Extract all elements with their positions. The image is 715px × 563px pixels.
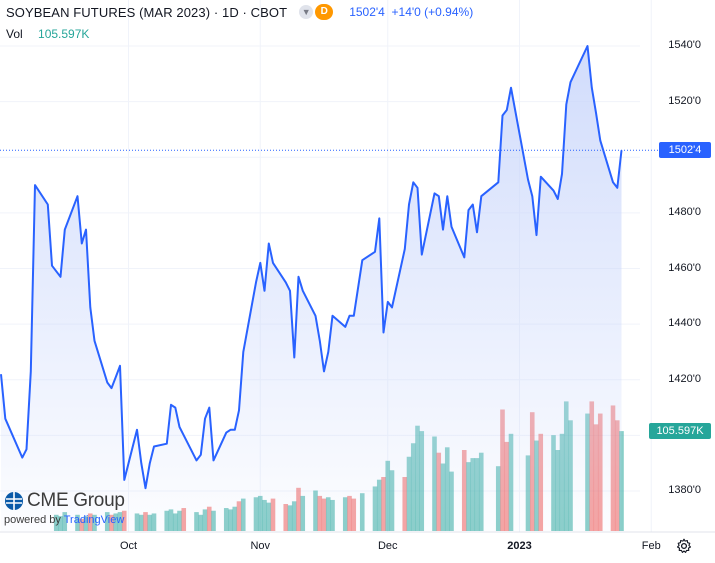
market-status-badge: D: [315, 4, 334, 20]
time-axis-tick-label: Feb: [641, 540, 661, 552]
volume-value: 105.597K: [38, 27, 90, 41]
time-axis-tick-label: Dec: [377, 540, 398, 552]
chart-header: SOYBEAN FUTURES (MAR 2023) · 1D · CBOT ▼…: [6, 4, 473, 20]
price-area: [1, 46, 622, 531]
time-axis-tick-label: 2023: [507, 540, 532, 552]
last-price-label: 1502'4: [659, 142, 711, 159]
price-axis-tick-label: 1480'0: [668, 205, 701, 218]
globe-icon: [5, 492, 23, 510]
chevron-down-icon[interactable]: ▼: [299, 5, 314, 19]
time-axis-tick-label: Nov: [250, 540, 271, 552]
powered-by-text[interactable]: powered by TradingView: [4, 514, 124, 526]
price-axis-tick-label: 1520'0: [668, 94, 701, 107]
powered-prefix: powered by: [4, 514, 64, 526]
price-series-line: [0, 45, 623, 490]
tradingview-brand: TradingView: [63, 514, 125, 526]
last-volume-label: 105.597K: [649, 423, 711, 440]
cme-group-logo: CME Group: [4, 490, 125, 512]
price-axis-tick-label: 1460'0: [668, 261, 701, 274]
logo-brand: CME Group: [27, 490, 125, 511]
volume-label: Vol: [6, 27, 23, 41]
price-axis-tick-label: 1380'0: [668, 484, 701, 496]
price-axis-tick-label: 1440'0: [668, 317, 701, 330]
price-axis-tick-label: 1540'0: [668, 39, 701, 51]
price-axis-tick-label: 1420'0: [668, 372, 701, 385]
time-axis-tick-label: Oct: [119, 540, 138, 552]
price-change-readout: 1502'4 +14'0 (+0.94%): [349, 5, 474, 19]
symbol-title[interactable]: SOYBEAN FUTURES (MAR 2023) · 1D · CBOT: [6, 4, 288, 20]
gear-icon[interactable]: [676, 538, 692, 554]
volume-legend: Vol 105.597K: [6, 27, 89, 41]
